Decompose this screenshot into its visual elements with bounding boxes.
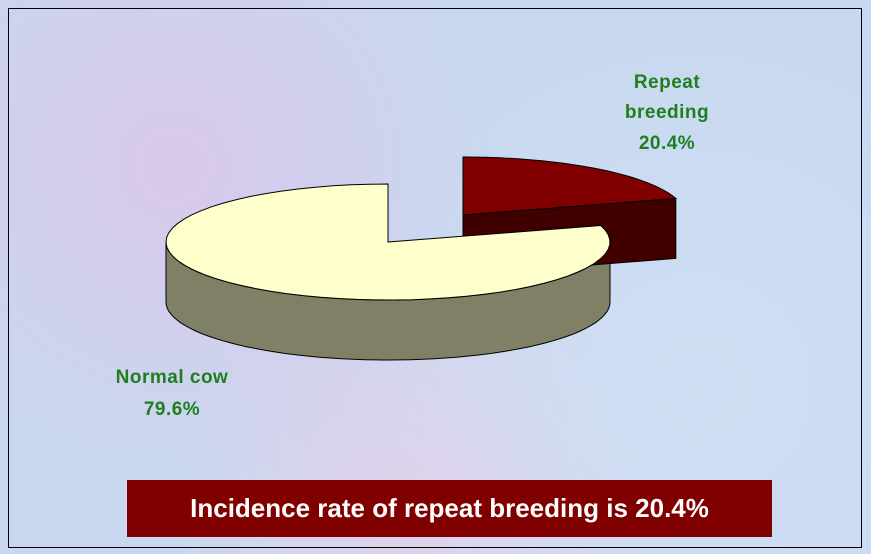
category-label: Repeat breeding: [624, 72, 710, 123]
slice-label: Normal cow 79.6%: [82, 362, 262, 426]
annotation: Incidence rate of repeat breeding is 20.…: [127, 480, 772, 537]
value-label: 79.6%: [143, 399, 201, 420]
slice: [462, 156, 678, 216]
slice-label: Repeat breeding 20.4%: [592, 68, 742, 160]
value-label: 20.4%: [638, 133, 696, 154]
category-label: Normal cow: [115, 367, 229, 388]
slice: [165, 183, 611, 301]
chart-frame: [8, 8, 862, 548]
